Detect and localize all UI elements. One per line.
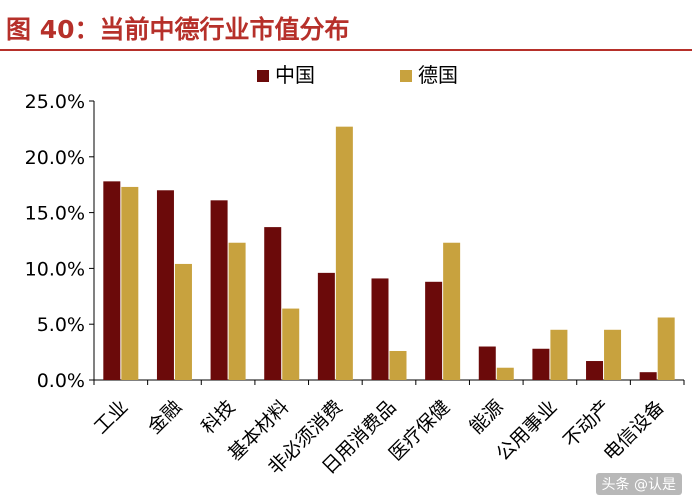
title-rule [0,49,692,51]
y-tick-label: 15.0% [25,203,85,225]
bar-germany [282,308,300,380]
legend-label-china: 中国 [275,63,315,87]
x-tick-label: 金融 [144,396,186,438]
bar-germany [496,367,514,380]
bar-china [103,181,121,380]
x-tick-label: 工业 [90,396,132,438]
bar-germany [604,329,622,380]
bar-germany [121,186,139,380]
bar-china [586,361,604,380]
bar-germany [335,126,353,380]
bar-china [532,348,550,380]
x-tick-label: 能源 [465,396,507,438]
y-tick-label: 20.0% [25,147,85,169]
bar-germany [550,329,568,380]
bar-china [156,190,174,380]
figure-title: 图 40：当前中德行业市值分布 [6,15,350,44]
watermark: 头条 @认是 [595,473,682,495]
bar-germany [389,350,407,380]
y-tick-label: 0.0% [37,370,85,392]
y-tick-label: 10.0% [25,258,85,280]
bar-germany [443,242,461,380]
bar-china [210,200,228,380]
x-tick-label: 科技 [197,396,239,438]
bar-china [371,278,389,380]
bar-china [478,346,496,380]
legend-swatch-china [257,70,269,82]
y-tick-label: 5.0% [37,314,85,336]
bar-germany [174,263,192,380]
bar-china [264,227,282,380]
bar-germany [228,242,246,380]
legend-swatch-germany [400,70,412,82]
bar-china [317,272,335,380]
bar-china [425,281,443,380]
bar-germany [657,317,675,380]
y-tick-label: 25.0% [25,91,85,113]
legend-label-germany: 德国 [418,63,458,87]
bar-china [639,372,657,380]
